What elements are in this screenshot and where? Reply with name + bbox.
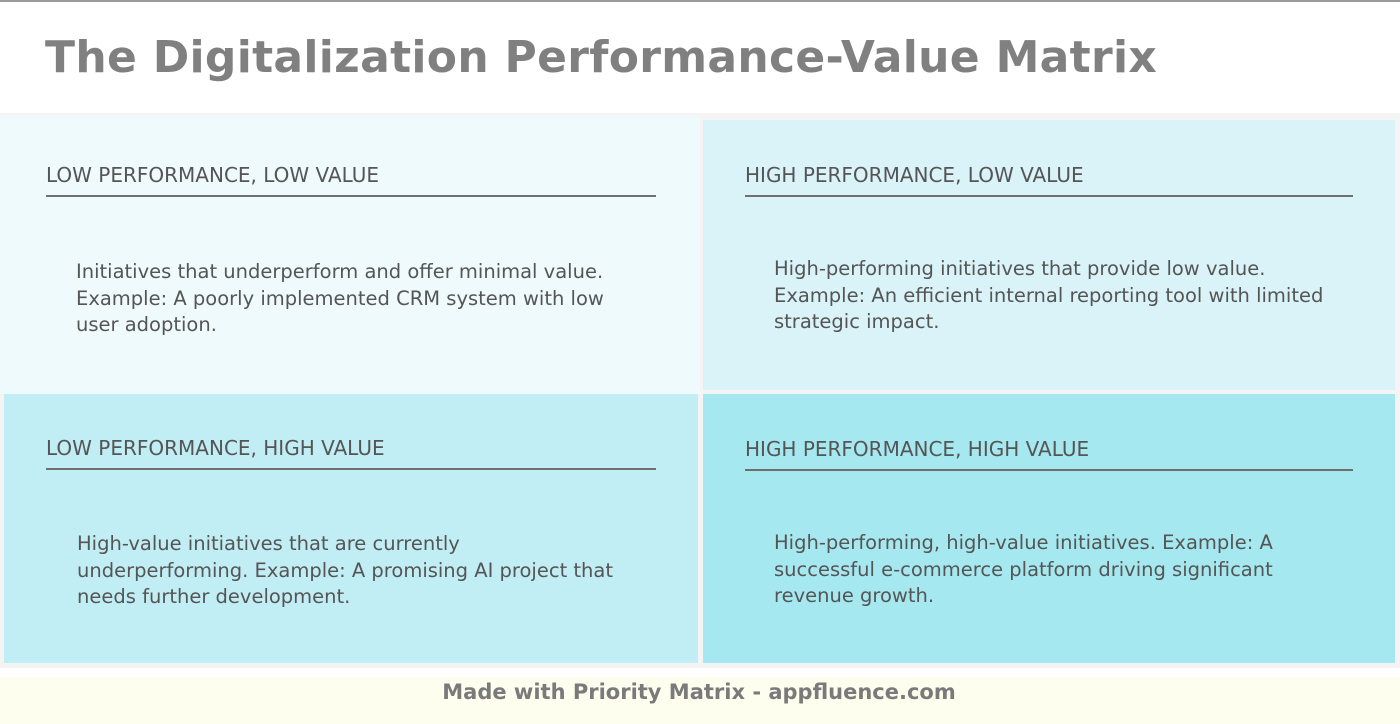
quadrant-description: High-performing, high-value initiatives.… [774,531,1273,607]
quadrant-high-performance-low-value: HIGH PERFORMANCE, LOW VALUE High-perform… [703,120,1395,390]
performance-value-matrix: LOW PERFORMANCE, LOW VALUE Initiatives t… [0,113,1400,668]
quadrant-heading: HIGH PERFORMANCE, LOW VALUE [745,163,1353,197]
footer: Made with Priority Matrix - appfluence.c… [0,677,1400,724]
quadrant-heading: LOW PERFORMANCE, LOW VALUE [46,163,656,197]
footer-divider [0,668,1400,677]
page-title: The Digitalization Performance-Value Mat… [45,32,1158,83]
quadrant-description: Initiatives that underperform and offer … [76,260,604,336]
quadrant-description: High-value initiatives that are currentl… [77,532,614,608]
quadrant-description: High-performing initiatives that provide… [774,257,1324,333]
quadrant-heading: LOW PERFORMANCE, HIGH VALUE [46,436,656,470]
quadrant-low-performance-low-value: LOW PERFORMANCE, LOW VALUE Initiatives t… [0,116,700,394]
footer-credit: Made with Priority Matrix - appfluence.c… [442,680,956,704]
quadrant-heading: HIGH PERFORMANCE, HIGH VALUE [745,437,1353,471]
quadrant-low-performance-high-value: LOW PERFORMANCE, HIGH VALUE High-value i… [4,394,698,663]
quadrant-high-performance-high-value: HIGH PERFORMANCE, HIGH VALUE High-perfor… [703,394,1395,663]
